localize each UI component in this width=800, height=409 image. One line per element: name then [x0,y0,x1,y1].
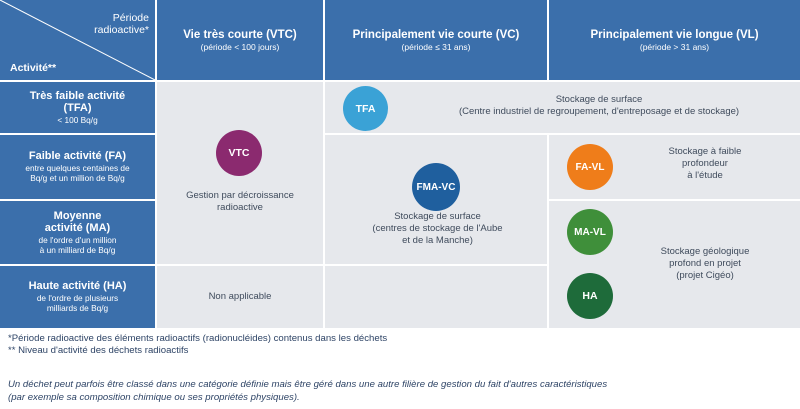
corner-diagonal [0,0,155,80]
tfa-surface-text: Stockage de surface (Centre industriel d… [458,94,740,117]
row-header-ma-sub: de l'ordre d'un million à un milliard de… [38,234,117,256]
corner-header: Période radioactive* Activité** [0,0,155,80]
cell-tfa-surface [325,82,800,133]
column-header-vtc: Vie très courte (VTC) (période < 100 jou… [157,0,323,80]
column-header-vc: Principalement vie courte (VC) (période … [325,0,547,80]
row-header-fa-sub: entre quelques centaines de Bq/g et un m… [25,162,130,184]
cell-ha-vc-empty [325,266,547,328]
fmavc-text: Stockage de surface (centres de stockage… [372,211,503,246]
corner-activite-label: Activité** [10,62,57,74]
geologique-text: Stockage géologique profond en projet (p… [660,246,750,281]
note-activite: ** Niveau d'activité des déchets radioac… [8,345,189,356]
row-header-tfa-title: Très faible activité (TFA) [29,89,126,115]
row-header-fa: Faible activité (FA) entre quelques cent… [0,135,155,199]
row-header-ha-title: Haute activité (HA) [28,280,127,293]
row-header-fa-title: Faible activité (FA) [28,150,127,163]
column-header-vtc-title: Vie très courte (VTC) [183,28,297,41]
badge-vtc: VTC [216,130,262,176]
badge-ha: HA [567,273,613,319]
column-header-vl-title: Principalement vie longue (VL) [590,28,759,41]
column-header-vl: Principalement vie longue (VL) (période … [549,0,800,80]
badge-tfa: TFA [343,86,388,131]
cell-vtc-na [157,266,323,328]
row-header-ma-title: Moyenne activité (MA) [44,209,111,235]
vtc-gestion-text: Gestion par décroissance radioactive [186,190,294,213]
footer-note: Un déchet peut parfois être classé dans … [8,379,608,403]
row-header-tfa-sub: < 100 Bq/g [57,114,98,125]
row-header-ha-sub: de l'ordre de plusieurs milliards de Bq/… [36,292,119,314]
favl-text: Stockage à faible profondeur à l'étude [668,146,742,181]
column-header-vc-title: Principalement vie courte (VC) [352,28,520,41]
column-header-vtc-sub: (période < 100 jours) [200,41,280,52]
badge-mavl: MA-VL [567,209,613,255]
badge-fmavc: FMA-VC [412,163,460,211]
badge-favl: FA-VL [567,144,613,190]
row-header-ha: Haute activité (HA) de l'ordre de plusie… [0,266,155,328]
row-header-tfa: Très faible activité (TFA) < 100 Bq/g [0,82,155,133]
vtc-na-text: Non applicable [208,291,272,302]
column-header-vc-sub: (période ≤ 31 ans) [401,41,471,52]
row-header-ma: Moyenne activité (MA) de l'ordre d'un mi… [0,201,155,264]
column-header-vl-sub: (période > 31 ans) [639,41,710,52]
corner-periode-label: Période radioactive* [94,12,149,36]
note-periode: *Période radioactive des éléments radioa… [8,333,388,344]
